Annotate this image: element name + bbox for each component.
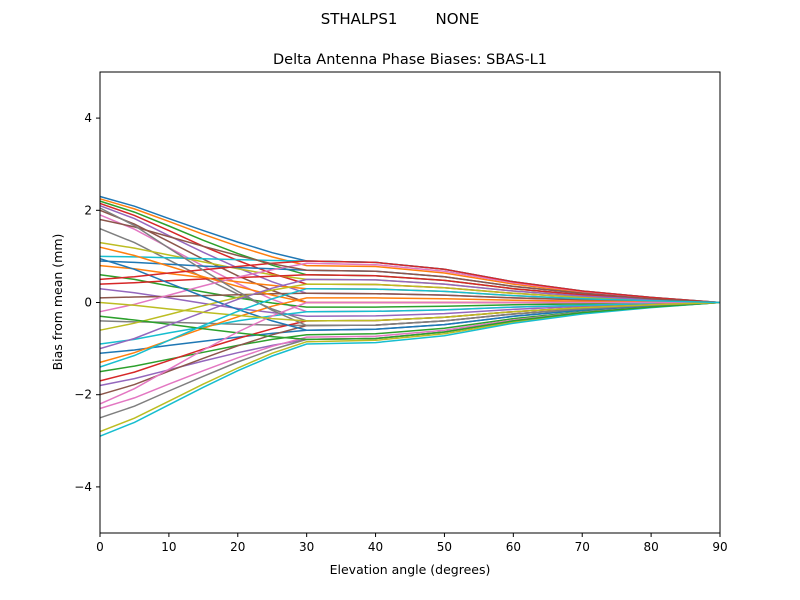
y-axis: −4 −2 0 2 4 (74, 111, 100, 494)
series-line-36 (99, 218, 721, 304)
x-tick-label: 20 (230, 540, 245, 554)
x-tick-label: 0 (96, 540, 104, 554)
series-line-14 (99, 274, 721, 304)
series-line-39 (99, 301, 721, 322)
y-tick-label: 4 (84, 111, 92, 125)
series-line-30 (99, 301, 721, 437)
y-tick-label: 0 (84, 296, 92, 310)
series-line-34 (99, 260, 721, 304)
series-line-31 (99, 257, 721, 331)
series-lines (99, 195, 721, 437)
series-line-15 (99, 287, 721, 318)
y-axis-label: Bias from mean (mm) (50, 234, 65, 371)
series-line-33 (99, 301, 721, 341)
x-tick-label: 90 (712, 540, 727, 554)
series-line-2 (99, 198, 721, 304)
suptitle: STHALPS1 NONE (321, 10, 480, 28)
x-tick-label: 70 (575, 540, 590, 554)
x-axis-label: Elevation angle (degrees) (330, 562, 491, 577)
series-line-35 (99, 278, 721, 350)
series-line-28 (99, 301, 721, 419)
x-tick-label: 30 (299, 540, 314, 554)
series-line-16 (99, 292, 721, 304)
series-line-13 (99, 274, 721, 308)
y-tick-label: −2 (74, 388, 92, 402)
series-line-40 (99, 287, 721, 368)
series-line-37 (99, 301, 720, 405)
chart-title: Delta Antenna Phase Biases: SBAS-L1 (273, 52, 547, 68)
series-line-19 (99, 283, 721, 331)
x-tick-label: 50 (437, 540, 452, 554)
x-tick-label: 60 (506, 540, 521, 554)
series-line-38 (99, 207, 721, 327)
x-tick-label: 10 (161, 540, 176, 554)
series-line-29 (99, 301, 721, 433)
y-tick-label: −4 (74, 480, 92, 494)
x-axis: 0 10 20 30 40 50 60 70 80 90 (96, 533, 728, 554)
y-tick-label: 2 (84, 203, 92, 217)
series-line-4 (99, 202, 721, 304)
x-tick-label: 80 (643, 540, 658, 554)
series-line-3 (99, 200, 721, 304)
series-line-20 (99, 301, 721, 345)
x-tick-label: 40 (368, 540, 383, 554)
